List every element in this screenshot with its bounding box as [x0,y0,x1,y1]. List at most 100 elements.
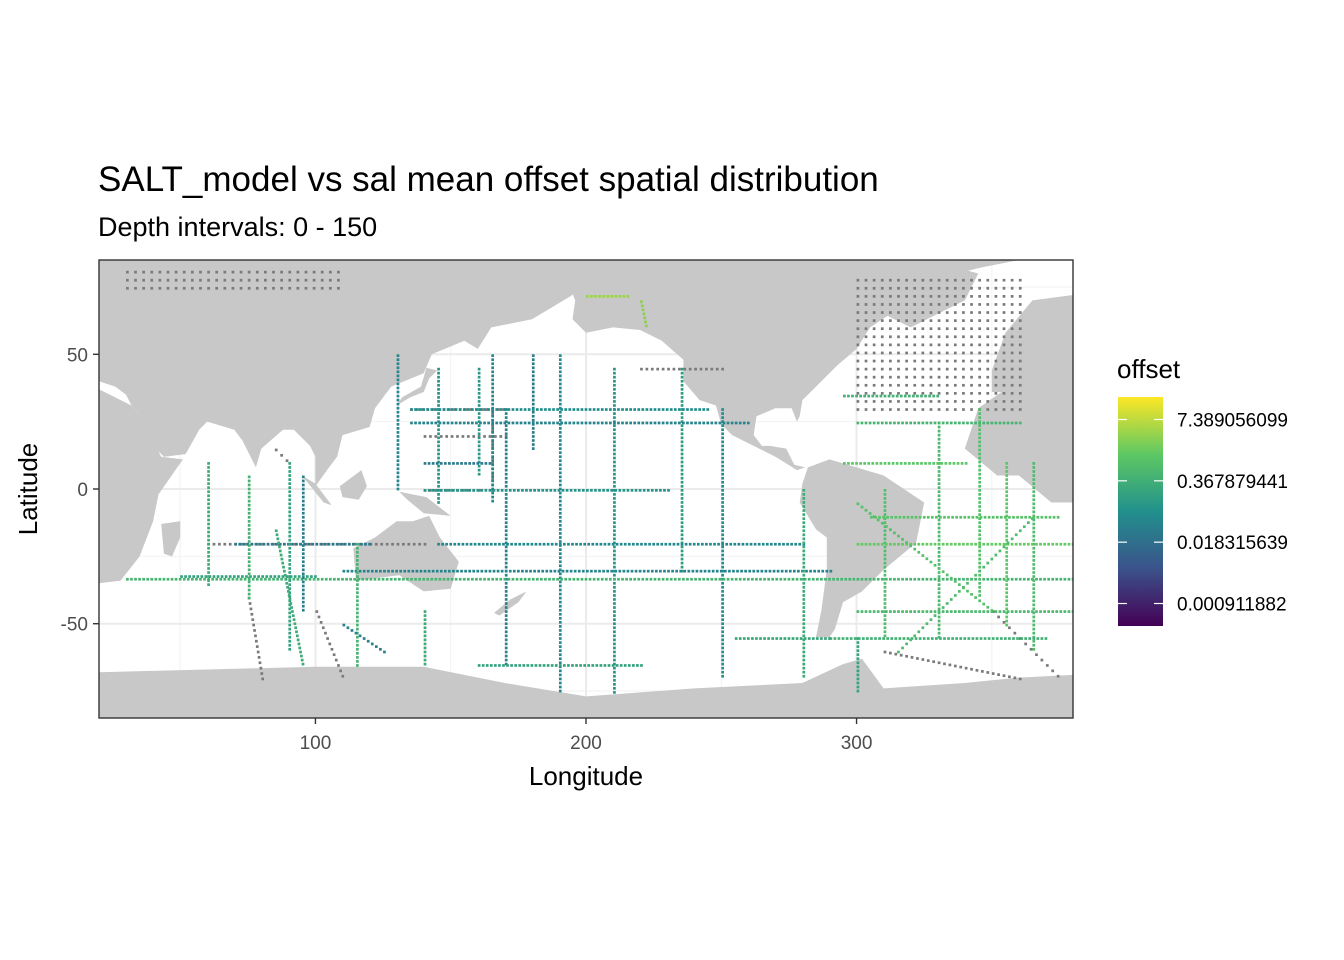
missing-cell [640,367,643,371]
offset-cell [396,443,400,446]
offset-cell [301,524,305,527]
offset-cell [680,448,684,452]
offset-cell [349,577,352,581]
offset-cell [680,440,684,444]
offset-cell [802,594,806,597]
offset-cell [680,509,684,512]
missing-cell [986,392,990,395]
missing-cell [260,672,264,675]
offset-cell [558,568,562,572]
offset-cell [288,611,292,615]
missing-cell [929,311,933,314]
offset-cell [558,439,562,442]
missing-cell [864,400,868,403]
offset-cell [356,643,359,647]
missing-cell [986,367,990,371]
missing-cell [134,278,137,282]
offset-cell [978,505,982,508]
offset-cell [560,408,564,411]
missing-cell [937,392,941,395]
missing-cell [445,435,449,438]
missing-cell [889,343,892,347]
offset-cell [707,569,711,573]
offset-cell [935,637,938,640]
offset-cell [1005,506,1009,510]
missing-cell [959,665,963,669]
offset-cell [356,599,359,603]
offset-cell [721,642,724,646]
offset-cell [292,577,296,581]
offset-cell [297,575,301,578]
missing-cell [945,392,949,395]
offset-cell [709,542,712,546]
offset-cell [207,486,210,489]
offset-cell [613,581,616,585]
offset-cell [586,569,589,573]
offset-cell [558,503,562,507]
offset-cell [458,421,462,425]
missing-cell [856,408,860,411]
missing-cell [1018,677,1022,681]
offset-cell [491,577,495,581]
offset-cell [477,396,481,399]
offset-cell [705,542,708,546]
offset-cell [913,577,917,581]
offset-cell [558,402,562,406]
missing-cell [1018,351,1022,355]
offset-cell [154,577,158,581]
missing-cell [929,408,933,411]
missing-cell [962,351,965,355]
missing-cell [994,375,998,379]
offset-cell [491,499,495,503]
offset-cell [1012,515,1015,519]
offset-cell [680,553,684,557]
offset-cell [356,615,359,619]
missing-cell [994,359,998,363]
offset-cell [744,569,747,573]
offset-cell [1032,462,1036,465]
offset-cell [947,515,950,519]
missing-cell [921,278,925,282]
offset-cell [872,610,876,613]
offset-cell [477,542,481,546]
offset-cell [937,595,941,599]
offset-cell [471,408,474,411]
offset-cell [356,664,359,667]
offset-cell [450,408,454,411]
offset-cell [396,366,400,370]
offset-cell [924,462,927,465]
missing-cell [897,408,900,411]
offset-cell [893,421,896,425]
missing-cell [134,286,137,290]
offset-cell [629,408,632,411]
missing-cell [231,278,235,282]
offset-cell [448,462,451,465]
offset-cell [1005,559,1009,562]
offset-cell [558,418,562,422]
missing-cell [945,359,949,363]
offset-cell [558,689,562,693]
offset-cell [883,606,887,609]
offset-cell [933,421,937,425]
offset-cell [994,553,998,557]
offset-cell [726,577,730,581]
offset-cell [1039,542,1042,546]
offset-cell [613,654,616,658]
offset-cell [568,408,572,411]
offset-cell [480,569,484,573]
offset-cell [514,664,518,667]
offset-cell [502,542,505,546]
offset-cell [978,432,982,436]
offset-cell [573,569,577,573]
offset-cell [926,515,930,519]
offset-cell [504,634,508,638]
offset-cell [247,524,251,527]
offset-cell [504,658,508,662]
chart-title: SALT_model vs sal mean offset spatial di… [98,160,879,199]
missing-cell [402,542,405,546]
offset-cell [627,664,631,667]
offset-cell [207,583,210,586]
offset-cell [611,664,615,667]
missing-cell [1010,278,1014,282]
offset-cell [1047,542,1051,546]
